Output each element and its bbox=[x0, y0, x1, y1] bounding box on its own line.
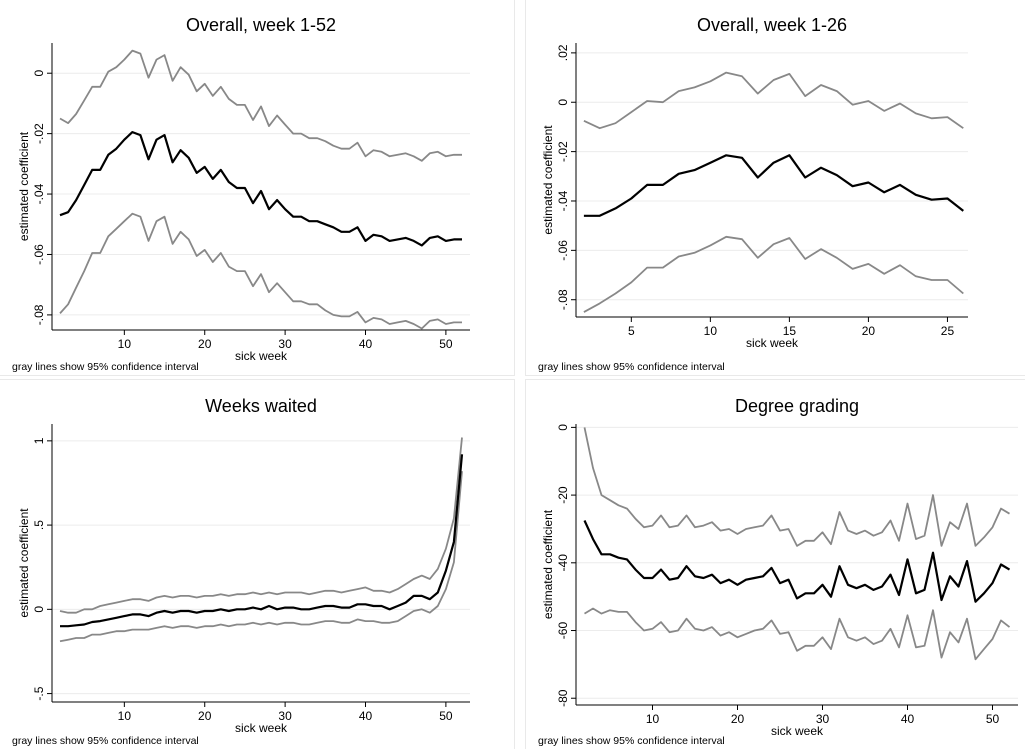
y-tick-label: .5 bbox=[32, 520, 46, 530]
chart-overall-52: -.08 -.06 -.04 -.02 0 10 20 30 40 50 Overall, week… bbox=[12, 15, 470, 373]
x-tick-label: 50 bbox=[986, 712, 1000, 726]
chart-note: gray lines show 95% confidence interval bbox=[12, 735, 199, 747]
chart-note: gray lines show 95% confidence interval bbox=[538, 361, 725, 373]
x-tick-label: 10 bbox=[118, 709, 132, 723]
y-tick-label: -.08 bbox=[32, 304, 46, 325]
series-line-estimate bbox=[60, 454, 464, 628]
y-axis-label: estimated coefficient bbox=[541, 509, 555, 619]
y-axis-label: estimated coefficient bbox=[17, 131, 31, 241]
series-line-upper-ci bbox=[59, 49, 462, 162]
x-tick-label: 20 bbox=[198, 709, 212, 723]
series-line-upper-ci bbox=[59, 437, 463, 614]
y-tick-label: 0 bbox=[32, 70, 46, 77]
y-tick-label: -40 bbox=[556, 554, 570, 572]
x-axis-label: sick week bbox=[235, 349, 288, 363]
y-axis-label: estimated coefficient bbox=[17, 508, 31, 618]
series-line-lower-ci bbox=[584, 607, 1011, 661]
chart-note: gray lines show 95% confidence interval bbox=[538, 735, 725, 747]
chart-title: Overall, week 1-26 bbox=[697, 15, 847, 35]
series-line-estimate bbox=[59, 131, 462, 247]
chart-weeks-waited: -.5 0 .5 1 10 20 30 40 50 Weeks waited sick week es… bbox=[12, 396, 470, 747]
series-line-upper-ci bbox=[583, 71, 964, 130]
x-tick-label: 25 bbox=[941, 324, 955, 338]
chart-title: Degree grading bbox=[735, 396, 859, 416]
x-tick-label: 15 bbox=[783, 324, 797, 338]
x-axis-label: sick week bbox=[746, 336, 799, 350]
x-tick-label: 50 bbox=[439, 709, 453, 723]
y-tick-label: 1 bbox=[32, 437, 46, 444]
chart-title: Overall, week 1-52 bbox=[186, 15, 336, 35]
x-tick-label: 30 bbox=[816, 712, 830, 726]
chart-title: Weeks waited bbox=[205, 396, 317, 416]
x-axis-label: sick week bbox=[771, 724, 824, 738]
y-axis-label: estimated coefficient bbox=[541, 125, 555, 235]
y-tick-label: .02 bbox=[556, 44, 570, 61]
x-tick-label: 40 bbox=[359, 337, 373, 351]
chart-degree-grading: -80 -60 -40 -20 0 10 20 30 40 50 Degree grading sic… bbox=[538, 396, 1018, 747]
y-tick-label: -20 bbox=[556, 486, 570, 504]
x-tick-label: 20 bbox=[731, 712, 745, 726]
y-tick-label: 0 bbox=[32, 606, 46, 613]
x-tick-label: 10 bbox=[118, 337, 132, 351]
y-tick-label: -60 bbox=[556, 622, 570, 640]
x-tick-label: 40 bbox=[901, 712, 915, 726]
x-tick-label: 10 bbox=[646, 712, 660, 726]
series-line-upper-ci bbox=[583, 427, 1010, 547]
y-tick-label: -.08 bbox=[556, 289, 570, 310]
x-tick-label: 30 bbox=[278, 337, 292, 351]
y-tick-label: -.04 bbox=[556, 190, 570, 211]
y-tick-label: -.06 bbox=[32, 244, 46, 265]
y-tick-label: -.5 bbox=[32, 686, 46, 700]
series-line-estimate bbox=[583, 520, 1011, 603]
y-tick-label: 0 bbox=[556, 424, 570, 431]
x-tick-label: 20 bbox=[862, 324, 876, 338]
x-tick-label: 40 bbox=[359, 709, 373, 723]
chart-panel-weeks-waited: -.5 0 .5 1 10 20 30 40 50 Weeks waited sick week es… bbox=[0, 380, 514, 749]
chart-panel-overall-52: -.08 -.06 -.04 -.02 0 10 20 30 40 50 Overall, week… bbox=[0, 0, 514, 375]
chart-panel-overall-26: -.08 -.06 -.04 -.02 0 .02 5 10 15 20 25 Overall, we… bbox=[526, 0, 1025, 375]
series-line-lower-ci bbox=[583, 235, 964, 313]
series-line-estimate bbox=[583, 154, 964, 217]
chart-note: gray lines show 95% confidence interval bbox=[12, 361, 199, 373]
y-tick-label: -.02 bbox=[32, 123, 46, 144]
y-tick-label: 0 bbox=[556, 99, 570, 106]
chart-panel-degree-grading: -80 -60 -40 -20 0 10 20 30 40 50 Degree grading sic… bbox=[526, 380, 1025, 749]
y-tick-label: -.02 bbox=[556, 141, 570, 162]
x-tick-label: 30 bbox=[278, 709, 292, 723]
y-tick-label: -.04 bbox=[32, 183, 46, 204]
chart-overall-26: -.08 -.06 -.04 -.02 0 .02 5 10 15 20 25 Overall, we… bbox=[538, 15, 968, 373]
y-tick-label: -80 bbox=[556, 689, 570, 707]
x-tick-label: 50 bbox=[439, 337, 453, 351]
x-tick-label: 5 bbox=[628, 324, 635, 338]
x-tick-label: 20 bbox=[198, 337, 212, 351]
x-tick-label: 10 bbox=[704, 324, 718, 338]
series-line-lower-ci bbox=[59, 471, 463, 643]
series-line-lower-ci bbox=[59, 212, 462, 330]
y-tick-label: -.06 bbox=[556, 240, 570, 261]
x-axis-label: sick week bbox=[235, 721, 288, 735]
